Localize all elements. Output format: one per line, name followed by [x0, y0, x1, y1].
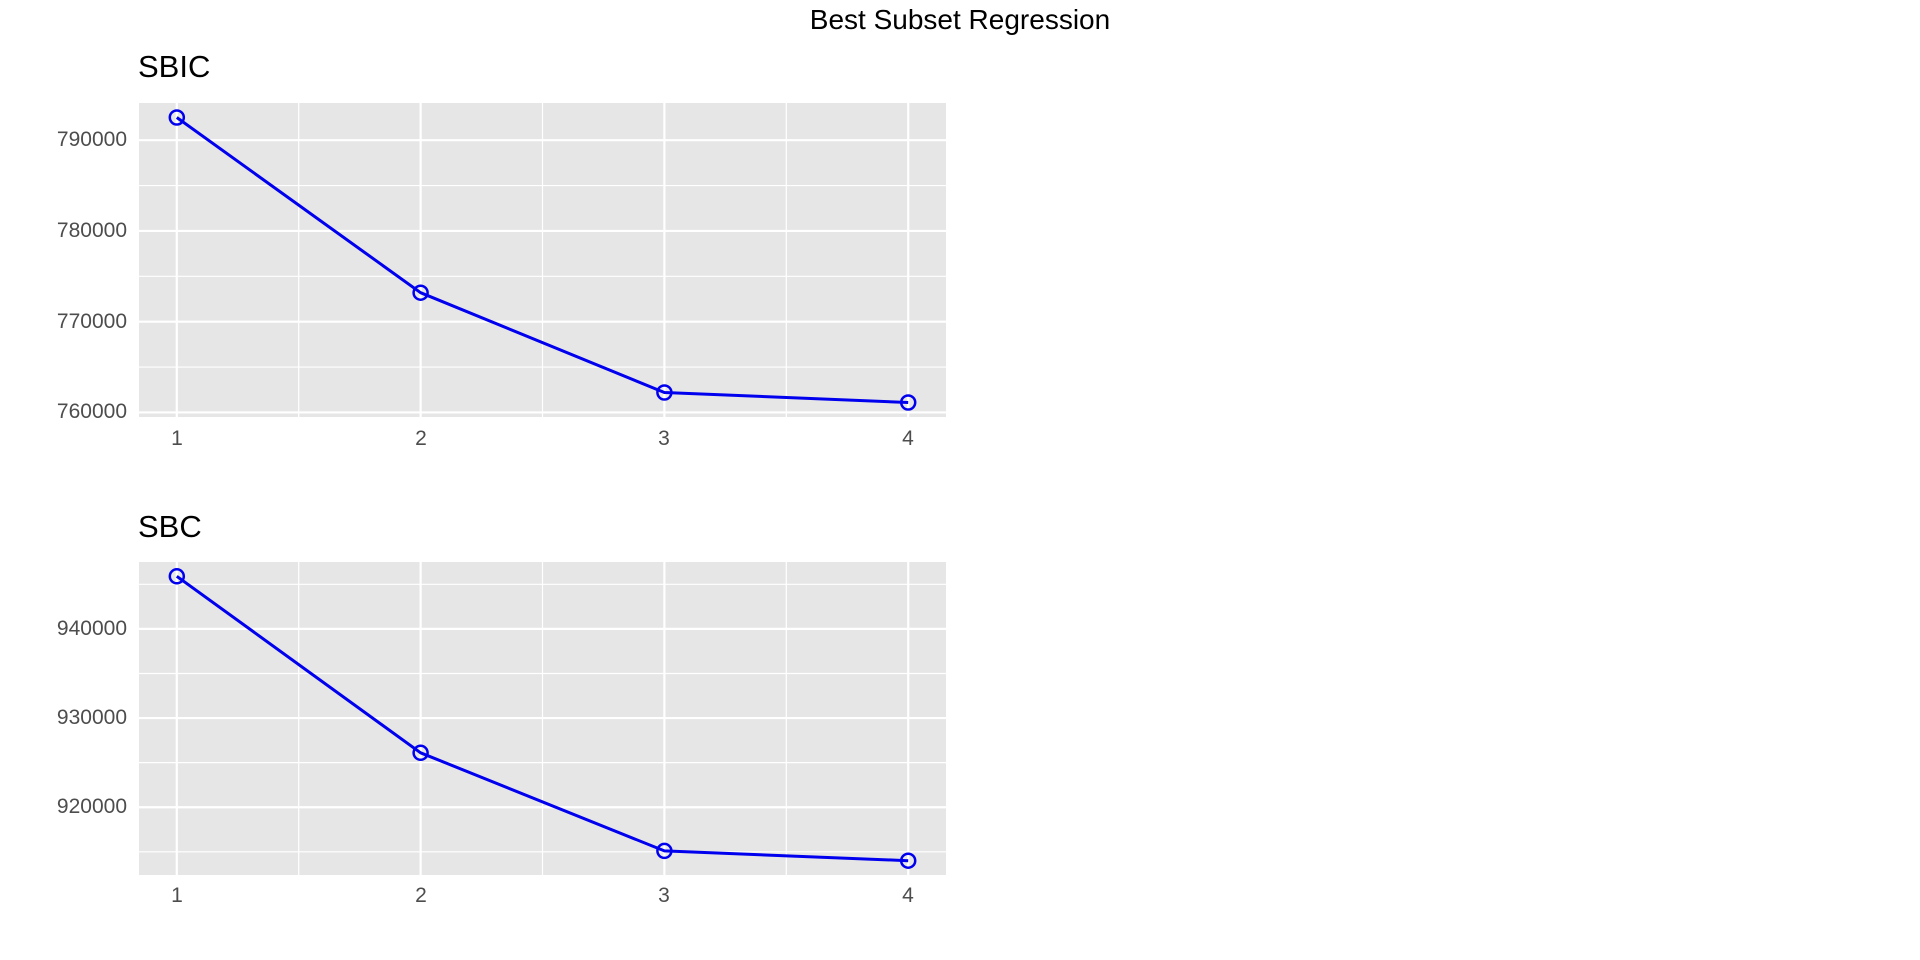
y-tick-label: 780000	[56, 219, 127, 242]
x-tick-label: 2	[415, 427, 427, 450]
y-tick-label: 940000	[56, 617, 127, 640]
data-point-marker	[656, 384, 673, 401]
x-tick-label: 1	[171, 884, 183, 907]
sbic-y-axis-labels: 760000 770000 780000 790000	[0, 103, 127, 423]
sbc-x-axis-labels: 1 2 3 4	[139, 883, 946, 909]
data-point-marker	[656, 842, 673, 860]
figure-title: Best Subset Regression	[809, 4, 1111, 35]
x-tick-label: 4	[902, 884, 914, 907]
data-point-marker	[168, 109, 186, 126]
data-point-marker	[412, 744, 429, 762]
sbc-plot-panel	[139, 562, 946, 875]
chart-title-sbc: SBC	[138, 509, 202, 544]
y-tick-label: 920000	[56, 795, 127, 818]
data-point-marker	[168, 568, 186, 585]
sbic-plot-panel	[139, 103, 946, 417]
x-tick-label: 1	[171, 427, 183, 450]
y-tick-label: 760000	[56, 400, 127, 423]
x-tick-label: 3	[658, 427, 670, 450]
x-tick-label: 2	[415, 884, 427, 907]
data-line	[175, 116, 909, 404]
sbc-y-axis-labels: 920000 930000 940000	[0, 562, 127, 875]
y-tick-label: 930000	[56, 706, 127, 729]
data-line	[175, 575, 909, 863]
chart-title-sbic: SBIC	[138, 49, 211, 84]
data-point-marker	[899, 852, 917, 869]
x-tick-label: 3	[658, 884, 670, 907]
x-tick-label: 4	[902, 427, 914, 450]
data-point-marker	[412, 284, 429, 301]
y-tick-label: 770000	[56, 310, 127, 333]
y-tick-label: 790000	[56, 128, 127, 151]
sbic-x-axis-labels: 1 2 3 4	[139, 426, 946, 452]
data-point-marker	[899, 394, 917, 411]
